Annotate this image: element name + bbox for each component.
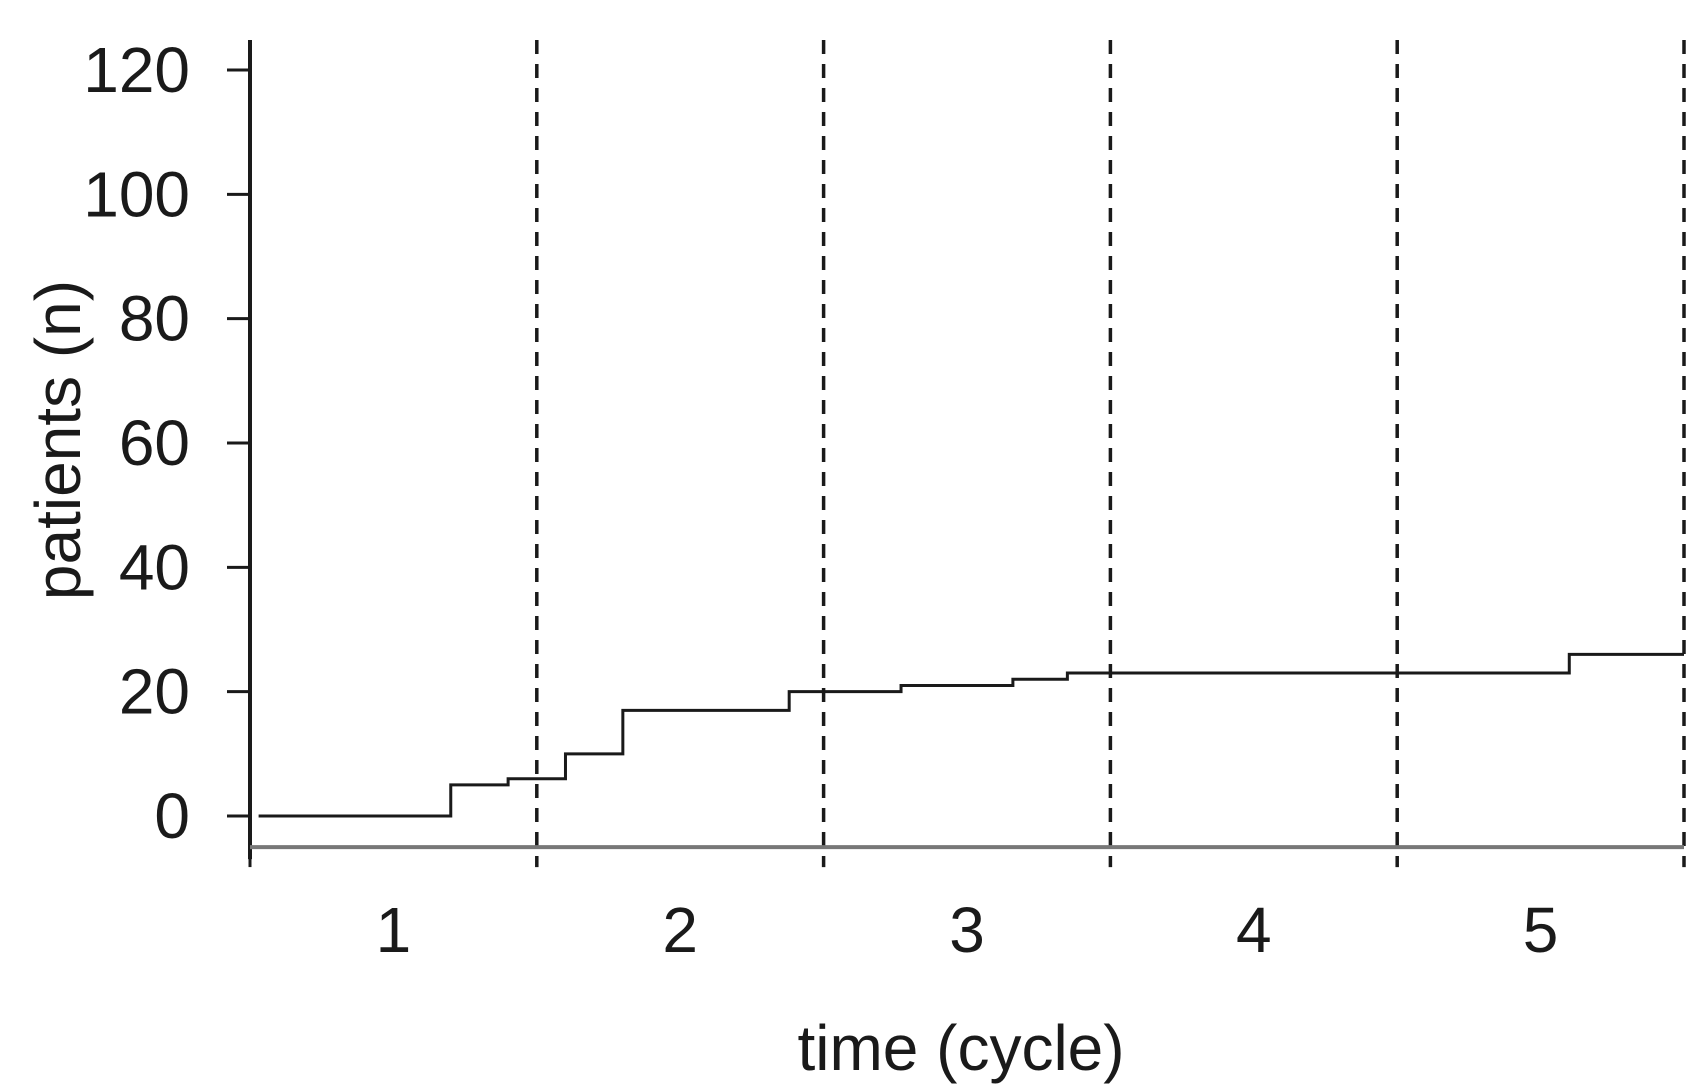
y-axis-ticks: 0 20 40 60 80 100 120: [83, 34, 250, 852]
y-tick-label-100: 100: [83, 158, 190, 230]
y-axis-title: patients (n): [22, 280, 94, 600]
y-tick-label-60: 60: [119, 407, 190, 479]
x-tick-label-4: 4: [1236, 894, 1272, 966]
y-tick-label-0: 0: [154, 780, 190, 852]
x-axis-title: time (cycle): [797, 1012, 1124, 1084]
y-tick-label-20: 20: [119, 656, 190, 728]
y-tick-label-80: 80: [119, 283, 190, 355]
series-group: [258, 652, 1684, 818]
cycle-boundaries: [248, 40, 1686, 868]
y-tick-label-40: 40: [119, 531, 190, 603]
x-tick-label-2: 2: [662, 894, 698, 966]
axes: [248, 40, 1684, 860]
x-tick-label-1: 1: [376, 894, 412, 966]
x-tick-labels: 1 2 3 4 5: [376, 894, 1559, 966]
x-tick-label-3: 3: [949, 894, 985, 966]
x-tick-label-5: 5: [1523, 894, 1559, 966]
step-line: [258, 652, 1684, 818]
y-tick-label-120: 120: [83, 34, 190, 106]
